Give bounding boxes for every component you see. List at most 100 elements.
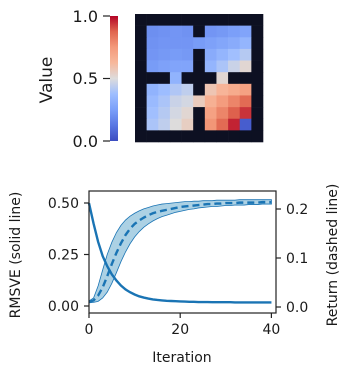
value-heatmap — [135, 14, 264, 143]
heatmap-cell — [239, 107, 252, 120]
heatmap-cell — [158, 25, 171, 38]
rmsve-line — [87, 202, 272, 304]
heatmap-cell — [216, 107, 229, 120]
return-line — [88, 200, 272, 304]
heatmap-wall-cell — [135, 130, 147, 143]
colorbar-tick-label-min: 0.0 — [73, 132, 98, 151]
heatmap-cell — [228, 25, 241, 38]
heatmap-cell — [146, 37, 159, 50]
heatmap-wall-cell — [193, 72, 206, 85]
heatmap-cell — [181, 48, 194, 61]
heatmap-wall-cell — [204, 72, 217, 85]
heatmap-cell — [204, 37, 217, 50]
heatmap-cell — [181, 83, 194, 96]
heatmap-wall-cell — [204, 130, 217, 143]
heatmap-wall-cell — [251, 72, 264, 85]
y-axis-label: RMSVE (solid line) — [8, 192, 24, 319]
heatmap-cell — [204, 25, 217, 38]
heatmap-wall-cell — [228, 130, 241, 143]
heatmap-cell — [216, 72, 229, 85]
heatmap-cell — [158, 107, 171, 120]
heatmap-wall-cell — [251, 14, 264, 26]
heatmap-cell — [228, 60, 241, 73]
heatmap-cell — [204, 60, 217, 73]
heatmap-wall-cell — [135, 107, 147, 120]
heatmap-cell — [158, 95, 171, 108]
heatmap-cell — [158, 83, 171, 96]
heatmap-cell — [216, 95, 229, 108]
colorbar-tick-label-mid: 0.5 — [73, 69, 98, 88]
heatmap-wall-cell — [169, 130, 182, 143]
heatmap-wall-cell — [193, 83, 206, 96]
heatmap-wall-cell — [251, 48, 264, 61]
heatmap-cell — [181, 25, 194, 38]
colorbar-label: Value — [37, 57, 57, 104]
heatmap-wall-cell — [181, 14, 194, 26]
heatmap-wall-cell — [135, 60, 147, 73]
heatmap-cell — [169, 72, 182, 85]
heatmap-cell — [239, 37, 252, 50]
heatmap-cell — [216, 118, 229, 131]
x-tick-label: 40 — [262, 322, 280, 338]
heatmap-cell — [158, 48, 171, 61]
y2-tick-label: 0.0 — [286, 300, 308, 316]
heatmap-cell — [216, 25, 229, 38]
heatmap-cell — [193, 95, 206, 108]
heatmap-cell — [204, 107, 217, 120]
heatmap-wall-cell — [193, 14, 206, 26]
heatmap-wall-cell — [193, 107, 206, 120]
heatmap-wall-cell — [251, 37, 264, 50]
heatmap-cell — [228, 37, 241, 50]
heatmap-wall-cell — [216, 14, 229, 26]
heatmap-cell — [169, 25, 182, 38]
heatmap-wall-cell — [146, 14, 159, 26]
plot-frame — [88, 190, 277, 314]
x-tick-label: 20 — [171, 322, 189, 338]
heatmap-cell — [169, 60, 182, 73]
heatmap-cell — [228, 118, 241, 131]
heatmap-cell — [146, 107, 159, 120]
heatmap-cell — [181, 118, 194, 131]
heatmap-wall-cell — [135, 72, 147, 85]
heatmap-cell — [228, 95, 241, 108]
heatmap-wall-cell — [228, 14, 241, 26]
heatmap-wall-cell — [251, 107, 264, 120]
y-tick-label: 0.00 — [48, 299, 79, 315]
x-tick-label: 0 — [85, 322, 94, 338]
heatmap-wall-cell — [135, 118, 147, 131]
heatmap-cell — [239, 48, 252, 61]
heatmap-cell — [204, 83, 217, 96]
heatmap-cell — [146, 95, 159, 108]
heatmap-wall-cell — [251, 25, 264, 38]
heatmap-wall-cell — [251, 83, 264, 96]
line-chart: 0.50 0.25 0.00 0.2 0.1 0.0 0 20 40 Itera… — [8, 184, 341, 366]
heatmap-wall-cell — [193, 48, 206, 61]
heatmap-cell — [216, 37, 229, 50]
heatmap-cell — [239, 95, 252, 108]
heatmap-cell — [239, 25, 252, 38]
heatmap-cell — [146, 25, 159, 38]
heatmap-wall-cell — [135, 48, 147, 61]
heatmap-cell — [158, 60, 171, 73]
heatmap-wall-cell — [135, 14, 147, 26]
y2-tick-label: 0.2 — [286, 202, 308, 218]
heatmap-wall-cell — [181, 72, 194, 85]
heatmap-wall-cell — [251, 118, 264, 131]
heatmap-wall-cell — [251, 60, 264, 73]
y-tick-label: 0.50 — [48, 196, 79, 212]
heatmap-cell — [228, 107, 241, 120]
heatmap-cell — [228, 83, 241, 96]
heatmap-wall-cell — [193, 118, 206, 131]
colorbar-gradient — [110, 16, 118, 141]
heatmap-wall-cell — [204, 14, 217, 26]
heatmap-cell — [181, 37, 194, 50]
heatmap-wall-cell — [169, 14, 182, 26]
heatmap-cell — [216, 48, 229, 61]
heatmap-cell — [169, 37, 182, 50]
heatmap-cell — [181, 60, 194, 73]
heatmap-wall-cell — [251, 95, 264, 108]
heatmap-cell — [228, 48, 241, 61]
heatmap-cell — [239, 118, 252, 131]
heatmap-cell — [158, 37, 171, 50]
